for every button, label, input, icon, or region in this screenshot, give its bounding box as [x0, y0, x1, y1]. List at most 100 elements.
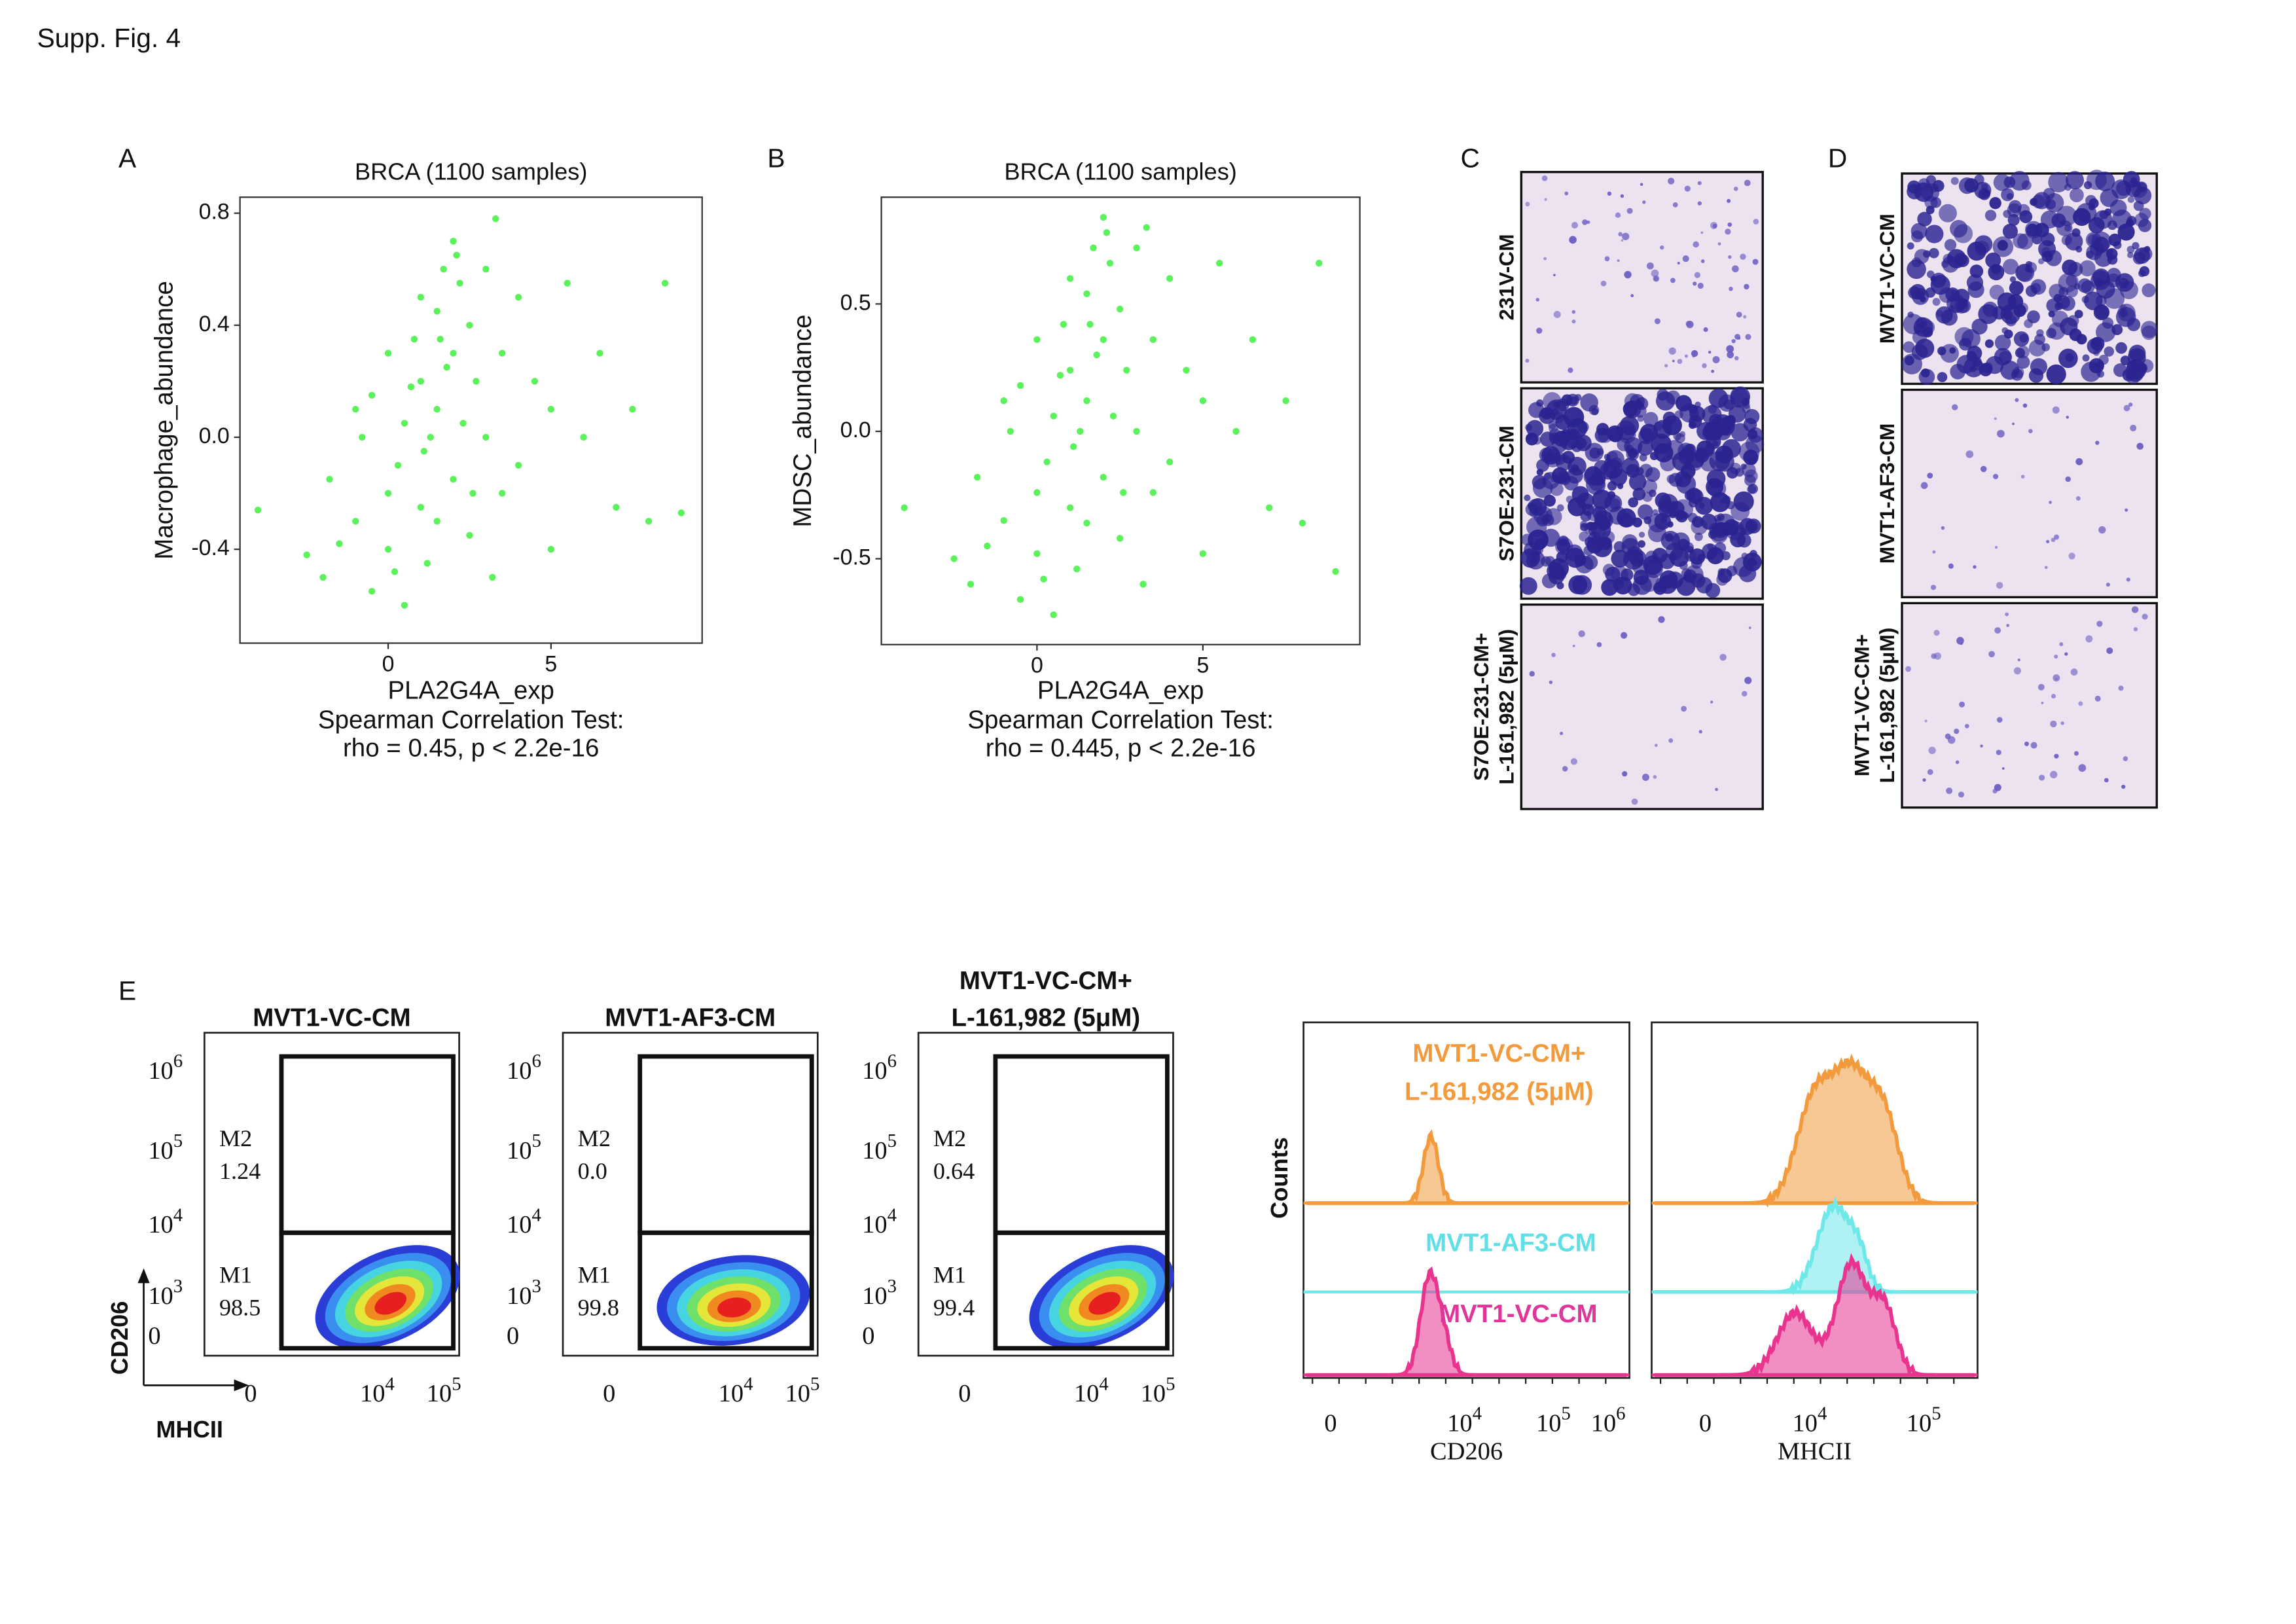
scatter-point — [440, 266, 447, 273]
stain — [1554, 537, 1573, 556]
stain — [1941, 309, 1958, 326]
y-tick-label: 0.0 — [840, 418, 871, 442]
stain — [2065, 476, 2071, 482]
stain — [1731, 338, 1736, 344]
stain — [1543, 449, 1562, 468]
stain — [1677, 539, 1690, 552]
scatter-point — [1316, 259, 1323, 267]
stain — [2111, 179, 2132, 200]
stain — [1645, 467, 1660, 482]
stain — [2078, 701, 2083, 706]
stain — [1528, 402, 1545, 418]
stain — [1958, 791, 1965, 798]
scatter-point — [1040, 575, 1047, 583]
x-tick-label: 0 — [958, 1380, 971, 1407]
stain — [1596, 641, 1602, 647]
gate-name: M1 — [578, 1261, 611, 1288]
annotation: rho = 0.45, p < 2.2e-16 — [343, 734, 599, 763]
scatter-point — [1033, 550, 1041, 558]
stain — [1930, 275, 1950, 295]
plot-frame — [239, 196, 703, 644]
stain — [2058, 287, 2069, 297]
plot-title: MVT1-AF3-CM — [605, 1004, 776, 1032]
stain — [1600, 280, 1607, 287]
stain — [1624, 513, 1630, 520]
row-label: MVT1-VC-CM — [1875, 213, 1899, 344]
scatter-point — [489, 573, 496, 581]
stain — [1657, 388, 1669, 401]
tick-base: 10 — [148, 1137, 173, 1164]
stain — [2015, 398, 2019, 403]
stain — [1924, 719, 1928, 723]
stain — [1946, 294, 1966, 314]
scatter-point — [613, 503, 620, 511]
stain — [1642, 200, 1646, 204]
tick-exponent: 4 — [173, 1204, 183, 1225]
scatter-point — [1066, 275, 1074, 282]
stain — [1956, 637, 1964, 645]
legend-entry: L-161,982 (5μM) — [1405, 1078, 1594, 1106]
stain — [1684, 354, 1688, 358]
stain — [1751, 559, 1758, 566]
stain — [1687, 513, 1698, 523]
tick-exponent: 5 — [531, 1130, 541, 1151]
stain — [2142, 283, 2156, 298]
stain — [1743, 449, 1759, 465]
stain — [1544, 198, 1547, 201]
stain — [1560, 731, 1564, 735]
stain — [1989, 285, 2005, 300]
tick-base: 0 — [148, 1322, 160, 1350]
stain — [1617, 483, 1624, 490]
stain — [2017, 659, 2020, 662]
x-axis-label: MHCII — [1778, 1437, 1852, 1465]
stain — [2043, 188, 2055, 200]
stain — [2037, 683, 2045, 691]
y-tick-label: 104 — [507, 1204, 541, 1238]
stain — [1621, 239, 1624, 242]
stain — [2078, 764, 2087, 772]
stain — [1519, 577, 1537, 595]
stain — [1572, 644, 1575, 647]
stain — [1652, 509, 1659, 516]
stain — [1974, 235, 1993, 253]
scatter-point — [384, 350, 392, 357]
stain — [2053, 534, 2060, 540]
stain — [2113, 363, 2127, 377]
stain — [1685, 321, 1692, 327]
y-tick-label: 0.0 — [199, 424, 230, 448]
stain — [2131, 606, 2139, 613]
stain — [2062, 259, 2078, 276]
histogram-orange — [1306, 1129, 1627, 1205]
scatter-point — [336, 540, 343, 547]
stain — [1553, 274, 1556, 277]
stain — [1994, 334, 2011, 351]
stain — [2125, 508, 2128, 512]
scatter-point — [1215, 259, 1223, 267]
y-tick-label: 0.5 — [840, 290, 871, 315]
x-tick-label: 0 — [1699, 1409, 1712, 1437]
stain — [2096, 621, 2103, 627]
y-tick-label: 103 — [148, 1276, 183, 1310]
stain — [1734, 355, 1739, 361]
stain — [2138, 219, 2152, 232]
scatter-point — [1149, 489, 1157, 496]
row-label: S7OE-231-CM+ — [1469, 633, 1493, 781]
x-tick-label: 0 — [382, 651, 395, 676]
stain — [2050, 720, 2057, 728]
stain — [2095, 305, 2109, 319]
stain — [2002, 223, 2018, 239]
stain — [1677, 359, 1683, 365]
tick-base: 10 — [1074, 1380, 1099, 1407]
tick-exponent: 4 — [385, 1373, 394, 1394]
stain — [2081, 296, 2089, 304]
tick-base: 10 — [785, 1380, 810, 1407]
scatter-point — [1083, 397, 1090, 405]
panel-label: C — [1461, 143, 1480, 173]
tick-base: 10 — [862, 1137, 887, 1164]
stain — [1914, 338, 1935, 358]
gate-value: 98.5 — [219, 1294, 260, 1320]
tick-exponent: 5 — [1166, 1373, 1175, 1394]
scatter-point — [1016, 382, 1024, 389]
